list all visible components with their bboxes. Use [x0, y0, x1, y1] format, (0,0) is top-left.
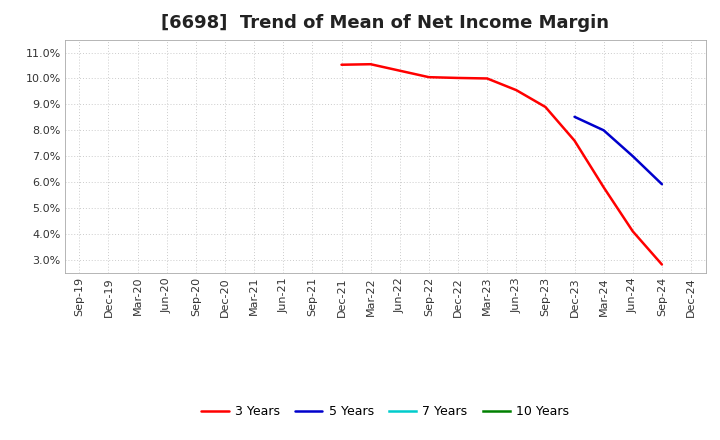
3 Years — [570, 138, 579, 143]
3 Years — [454, 75, 462, 81]
5 Years — [570, 114, 579, 119]
Title: [6698]  Trend of Mean of Net Income Margin: [6698] Trend of Mean of Net Income Margi… — [161, 15, 609, 33]
3 Years — [395, 68, 404, 73]
Line: 3 Years: 3 Years — [341, 64, 662, 264]
3 Years — [599, 185, 608, 190]
3 Years — [629, 229, 637, 234]
3 Years — [483, 76, 492, 81]
5 Years — [599, 128, 608, 133]
3 Years — [337, 62, 346, 67]
3 Years — [657, 262, 666, 267]
Legend: 3 Years, 5 Years, 7 Years, 10 Years: 3 Years, 5 Years, 7 Years, 10 Years — [196, 400, 575, 423]
3 Years — [541, 104, 550, 110]
5 Years — [657, 182, 666, 187]
3 Years — [512, 88, 521, 93]
Line: 5 Years: 5 Years — [575, 117, 662, 184]
3 Years — [366, 62, 375, 67]
5 Years — [629, 154, 637, 159]
3 Years — [425, 74, 433, 80]
